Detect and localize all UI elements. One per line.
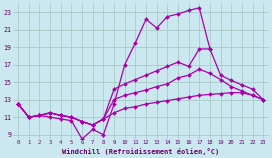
X-axis label: Windchill (Refroidissement éolien,°C): Windchill (Refroidissement éolien,°C) [62, 148, 219, 155]
